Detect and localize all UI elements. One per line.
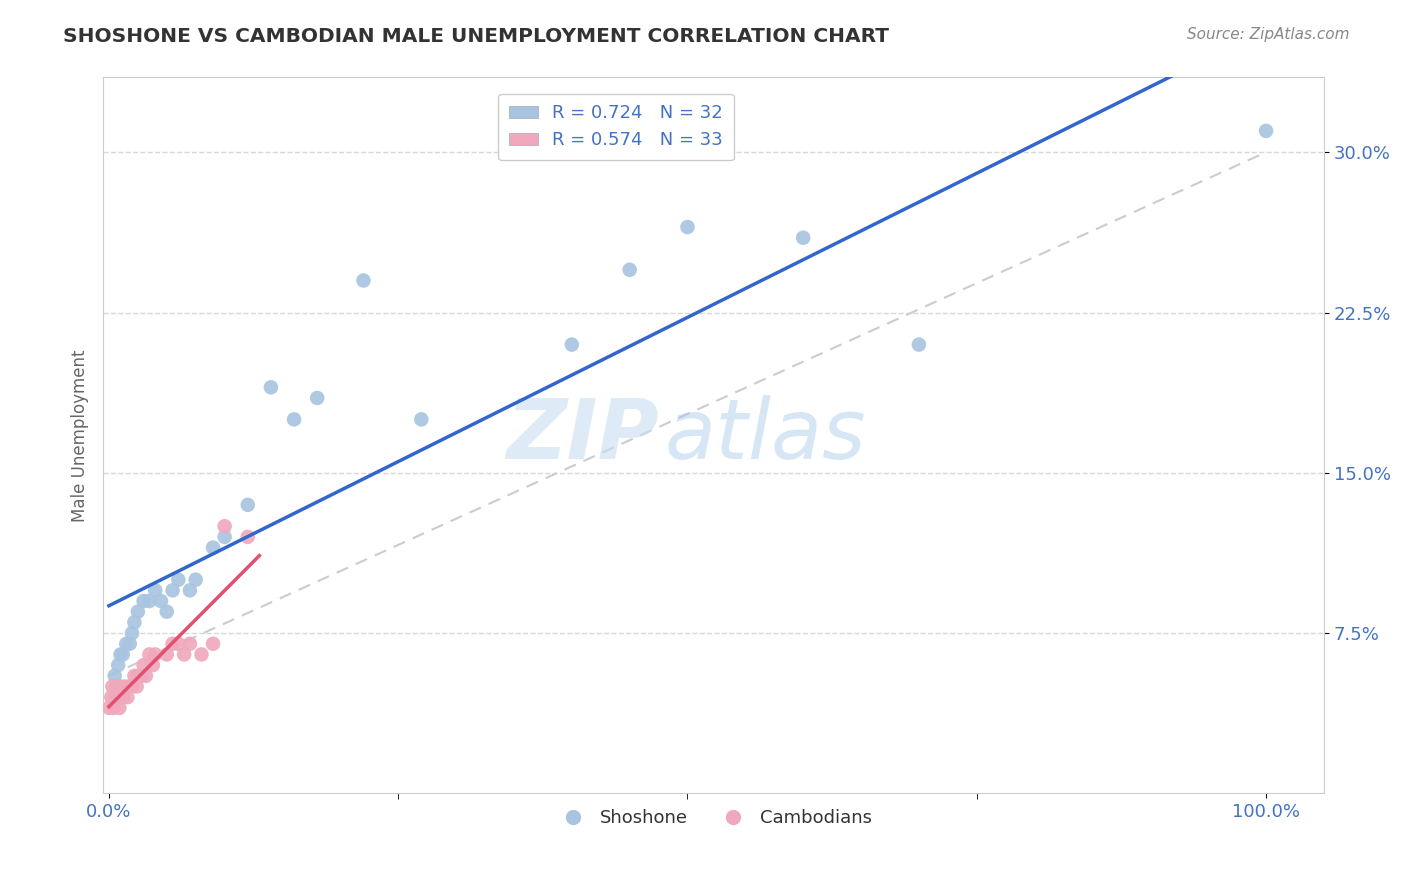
Text: SHOSHONE VS CAMBODIAN MALE UNEMPLOYMENT CORRELATION CHART: SHOSHONE VS CAMBODIAN MALE UNEMPLOYMENT … bbox=[63, 27, 889, 45]
Point bbox=[132, 658, 155, 673]
Point bbox=[132, 594, 155, 608]
Point bbox=[156, 605, 179, 619]
Point bbox=[1254, 124, 1277, 138]
Point bbox=[125, 680, 148, 694]
Point bbox=[107, 658, 129, 673]
Point bbox=[142, 658, 165, 673]
Point bbox=[260, 380, 283, 394]
Text: ZIP: ZIP bbox=[506, 395, 658, 476]
Point bbox=[117, 690, 139, 705]
Point bbox=[111, 690, 134, 705]
Point bbox=[108, 701, 131, 715]
Point bbox=[118, 680, 141, 694]
Point bbox=[202, 541, 225, 555]
Point bbox=[131, 669, 153, 683]
Point bbox=[124, 669, 146, 683]
Point bbox=[162, 583, 184, 598]
Point bbox=[135, 669, 157, 683]
Point bbox=[167, 573, 190, 587]
Point bbox=[138, 648, 160, 662]
Point bbox=[101, 680, 124, 694]
Text: Source: ZipAtlas.com: Source: ZipAtlas.com bbox=[1187, 27, 1350, 42]
Y-axis label: Male Unemployment: Male Unemployment bbox=[72, 349, 89, 522]
Point bbox=[143, 583, 166, 598]
Point bbox=[179, 583, 201, 598]
Point bbox=[676, 220, 699, 235]
Point bbox=[114, 680, 136, 694]
Point bbox=[214, 530, 236, 544]
Point bbox=[110, 648, 132, 662]
Point bbox=[118, 637, 141, 651]
Point bbox=[127, 669, 149, 683]
Point bbox=[908, 337, 931, 351]
Point bbox=[202, 637, 225, 651]
Point bbox=[214, 519, 236, 533]
Point bbox=[107, 680, 129, 694]
Point bbox=[103, 701, 125, 715]
Text: atlas: atlas bbox=[665, 395, 866, 476]
Point bbox=[111, 648, 134, 662]
Point bbox=[156, 648, 179, 662]
Legend: Shoshone, Cambodians: Shoshone, Cambodians bbox=[547, 802, 879, 834]
Point bbox=[619, 262, 641, 277]
Point bbox=[236, 530, 259, 544]
Point bbox=[121, 626, 143, 640]
Point bbox=[162, 637, 184, 651]
Point bbox=[143, 648, 166, 662]
Point bbox=[561, 337, 583, 351]
Point bbox=[110, 680, 132, 694]
Point bbox=[307, 391, 329, 405]
Point bbox=[104, 669, 127, 683]
Point bbox=[100, 690, 122, 705]
Point bbox=[115, 637, 138, 651]
Point bbox=[190, 648, 212, 662]
Point bbox=[167, 637, 190, 651]
Point bbox=[149, 594, 172, 608]
Point bbox=[283, 412, 305, 426]
Point bbox=[173, 648, 195, 662]
Point bbox=[104, 680, 127, 694]
Point bbox=[104, 690, 127, 705]
Point bbox=[138, 594, 160, 608]
Point bbox=[236, 498, 259, 512]
Point bbox=[105, 690, 128, 705]
Point bbox=[121, 680, 143, 694]
Point bbox=[179, 637, 201, 651]
Point bbox=[792, 231, 814, 245]
Point bbox=[127, 605, 149, 619]
Point bbox=[353, 273, 375, 287]
Point bbox=[411, 412, 433, 426]
Point bbox=[97, 701, 120, 715]
Point bbox=[124, 615, 146, 630]
Point bbox=[184, 573, 207, 587]
